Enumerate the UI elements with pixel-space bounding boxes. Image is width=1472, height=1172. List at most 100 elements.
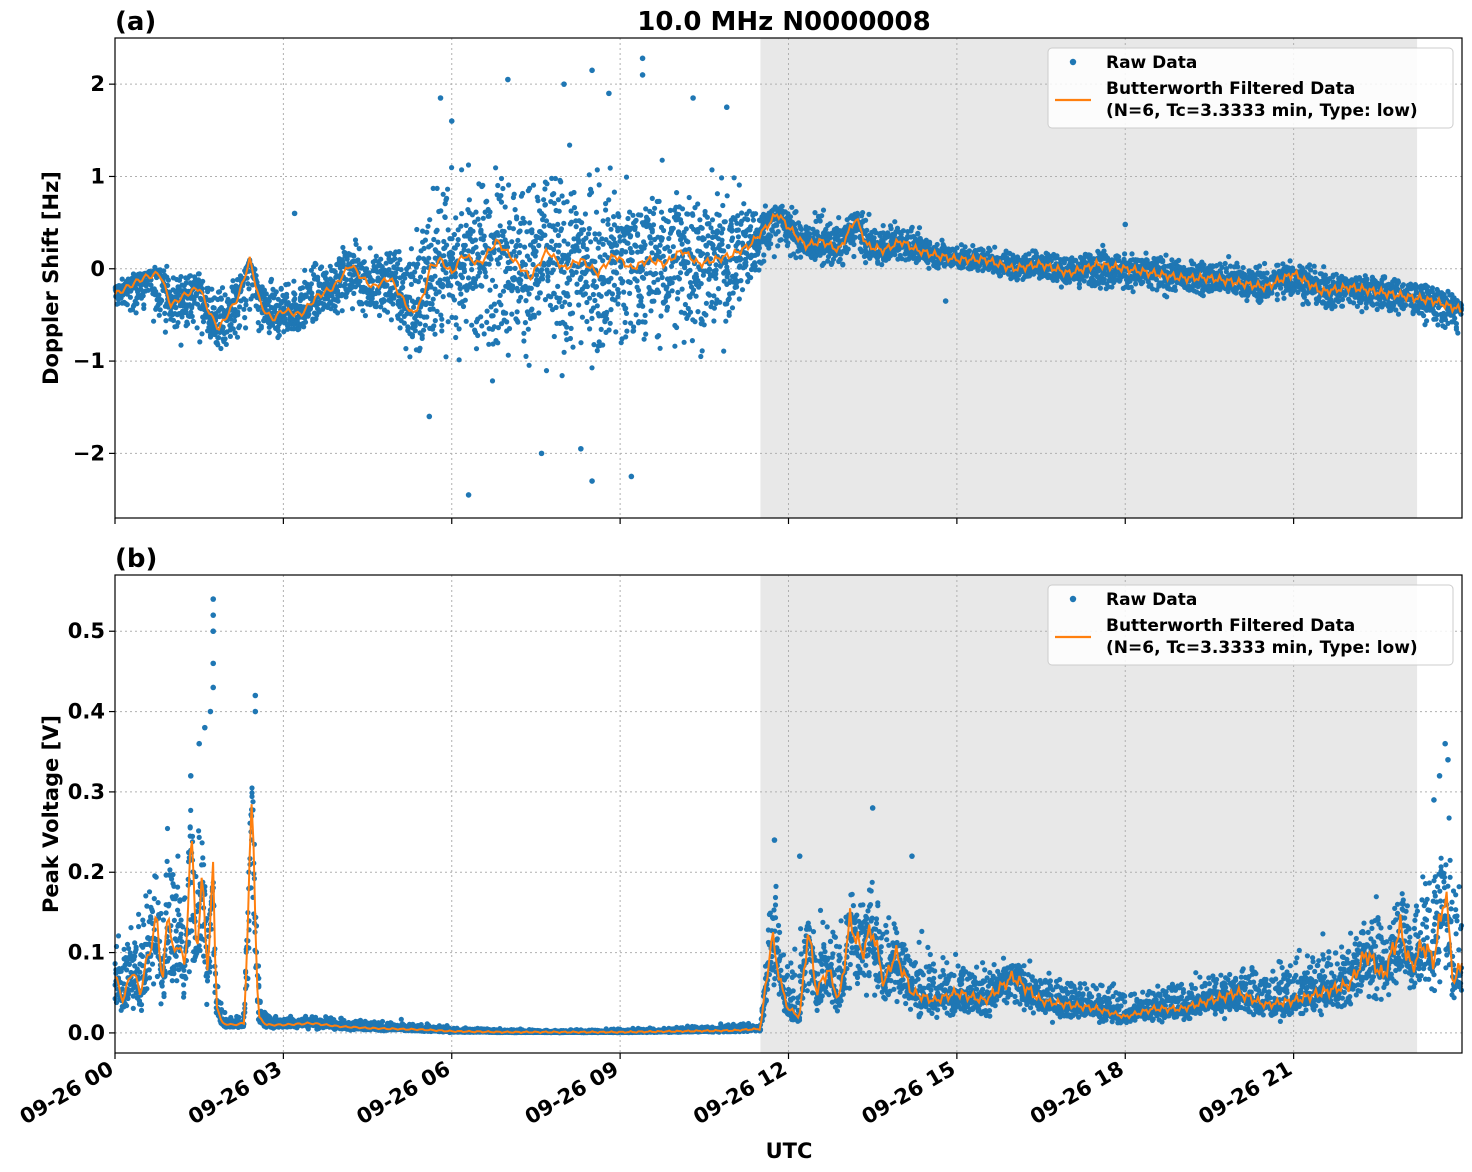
panel-a-raw-point bbox=[478, 230, 484, 236]
panel-a-raw-point bbox=[532, 238, 538, 244]
panel-a-raw-point bbox=[520, 215, 526, 221]
panel-a-raw-point bbox=[505, 352, 511, 358]
panel-a-raw-point bbox=[593, 236, 599, 242]
panel-a-raw-point bbox=[1172, 287, 1178, 293]
panel-a-raw-point bbox=[165, 277, 171, 283]
panel-a-raw-point bbox=[537, 290, 543, 296]
panel-a-raw-point bbox=[687, 280, 694, 286]
panel-a-raw-point bbox=[469, 322, 475, 328]
panel-a-raw-point bbox=[243, 302, 249, 308]
panel-a-raw-point bbox=[194, 325, 200, 331]
panel-a-raw-point bbox=[606, 197, 612, 203]
panel-a-raw-point bbox=[692, 319, 698, 325]
panel-a-raw-point bbox=[713, 267, 719, 273]
panel-a-raw-point bbox=[528, 285, 534, 291]
panel-a-raw-point bbox=[393, 270, 399, 276]
panel-a-raw-point bbox=[412, 323, 418, 329]
panel-a-raw-point bbox=[633, 217, 639, 223]
panel-a-raw-point bbox=[656, 333, 662, 339]
panel-a-raw-point bbox=[584, 283, 591, 290]
panel-a-raw-point bbox=[633, 312, 639, 318]
panel-a-raw-point bbox=[659, 157, 665, 163]
panel-a-raw-point bbox=[598, 326, 604, 332]
panel-a-raw-point bbox=[198, 296, 204, 303]
panel-a-raw-point bbox=[579, 314, 586, 320]
panel-a-raw-point bbox=[695, 201, 701, 207]
panel-a-raw-point bbox=[185, 321, 191, 327]
panel-a-raw-point bbox=[187, 273, 193, 279]
panel-a-raw-point bbox=[720, 202, 726, 209]
panel-a-raw-point bbox=[481, 331, 487, 337]
panel-a-raw-point bbox=[164, 263, 170, 269]
panel-a-raw-point bbox=[517, 228, 523, 234]
panel-a-raw-point bbox=[487, 209, 493, 215]
panel-a-raw-point bbox=[243, 325, 249, 331]
panel-a-raw-point bbox=[570, 344, 576, 350]
panel-a-raw-point bbox=[480, 215, 486, 221]
panel-a-raw-point bbox=[621, 289, 627, 295]
panel-a-raw-point bbox=[695, 309, 701, 315]
panel-a-raw-point bbox=[291, 326, 297, 332]
panel-a-raw-point bbox=[243, 298, 249, 304]
panel-a-raw-point bbox=[417, 321, 423, 327]
panel-a-raw-point bbox=[500, 288, 507, 294]
panel-a-raw-point bbox=[563, 330, 569, 336]
panel-a-raw-point bbox=[409, 332, 415, 338]
panel-a-raw-point bbox=[501, 228, 507, 235]
panel-a-raw-point bbox=[529, 306, 535, 312]
panel-a-raw-point bbox=[263, 291, 269, 297]
panel-a-raw-point bbox=[698, 281, 704, 287]
panel-a-raw-point bbox=[301, 324, 307, 330]
panel-a-raw-point bbox=[558, 179, 564, 185]
panel-a-raw-point bbox=[635, 231, 641, 237]
panel-a-raw-point bbox=[750, 217, 757, 223]
panel-a-raw-point bbox=[289, 316, 296, 323]
panel-a-raw-point bbox=[1262, 260, 1268, 267]
panel-a-raw-point bbox=[526, 291, 532, 297]
panel-a-raw-point bbox=[148, 282, 154, 288]
panel-a-raw-point bbox=[725, 243, 731, 250]
panel-a-raw-point bbox=[451, 297, 457, 303]
panel-a-raw-point bbox=[352, 237, 359, 243]
panel-a-raw-point bbox=[584, 254, 591, 260]
panel-a-raw-point bbox=[503, 310, 509, 316]
panel-a-raw-point bbox=[392, 256, 398, 262]
panel-a-raw-point bbox=[284, 294, 290, 300]
panel-a-raw-point bbox=[685, 260, 691, 266]
panel-a-raw-point bbox=[817, 218, 823, 224]
panel-a-raw-point bbox=[550, 267, 556, 273]
panel-a-raw-point bbox=[134, 301, 140, 307]
panel-a-raw-point bbox=[659, 274, 665, 281]
panel-a-raw-point bbox=[461, 247, 467, 253]
panel-a-raw-point bbox=[1312, 269, 1318, 275]
panel-a-raw-point bbox=[434, 227, 440, 233]
panel-a-raw-point bbox=[736, 296, 742, 302]
panel-a-raw-point bbox=[403, 346, 409, 352]
panel-a-raw-point bbox=[459, 275, 465, 281]
panel-a-raw-point bbox=[453, 322, 459, 328]
panel-a-raw-point bbox=[190, 318, 196, 324]
panel-a-raw-point bbox=[247, 306, 253, 312]
panel-a-raw-point bbox=[157, 307, 163, 313]
panel-a-raw-point bbox=[711, 305, 718, 311]
panel-a-raw-point bbox=[506, 182, 512, 188]
panel-a-raw-point bbox=[590, 305, 597, 311]
panel-a-raw-point bbox=[497, 292, 503, 298]
panel-a-raw-point bbox=[719, 237, 725, 243]
panel-a-raw-point bbox=[431, 323, 437, 329]
panel-a-raw-point bbox=[430, 296, 436, 302]
panel-a-raw-point bbox=[657, 345, 663, 351]
panel-a-raw-point bbox=[518, 294, 524, 300]
panel-a-raw-point bbox=[421, 245, 427, 251]
panel-a-raw-point bbox=[1240, 265, 1246, 271]
panel-a-raw-point bbox=[543, 218, 550, 224]
panel-a-raw-point bbox=[564, 199, 570, 205]
panel-a-raw-point bbox=[641, 336, 647, 342]
panel-a-raw-point bbox=[401, 320, 407, 326]
panel-a-raw-point bbox=[470, 228, 476, 234]
panel-a-raw-point bbox=[461, 268, 468, 275]
panel-a-raw-point bbox=[445, 319, 451, 325]
panel-a-raw-point bbox=[411, 304, 417, 310]
panel-a-raw-point bbox=[483, 274, 489, 280]
